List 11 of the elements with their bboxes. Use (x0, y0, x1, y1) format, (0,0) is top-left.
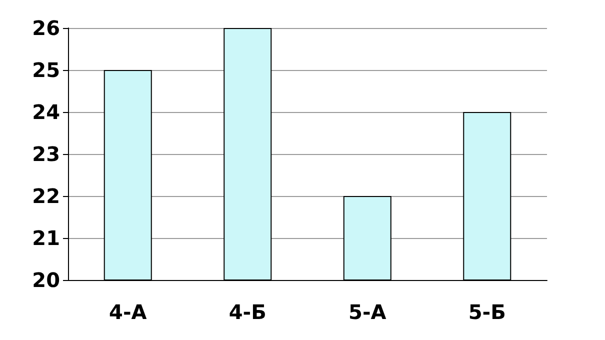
y-tick-label: 22 (32, 184, 60, 208)
y-tick-label: 21 (32, 226, 60, 250)
y-tick-label: 24 (32, 100, 60, 124)
x-tick-label: 5-Б (468, 300, 506, 324)
y-tick-label: 20 (32, 268, 60, 292)
x-tick-label: 4-А (109, 300, 148, 324)
y-tick-label: 23 (32, 142, 60, 166)
y-tick-label: 25 (32, 58, 60, 82)
x-tick-label: 5-А (348, 300, 387, 324)
y-tick-label: 26 (32, 16, 60, 40)
x-tick-label: 4-Б (228, 300, 266, 324)
